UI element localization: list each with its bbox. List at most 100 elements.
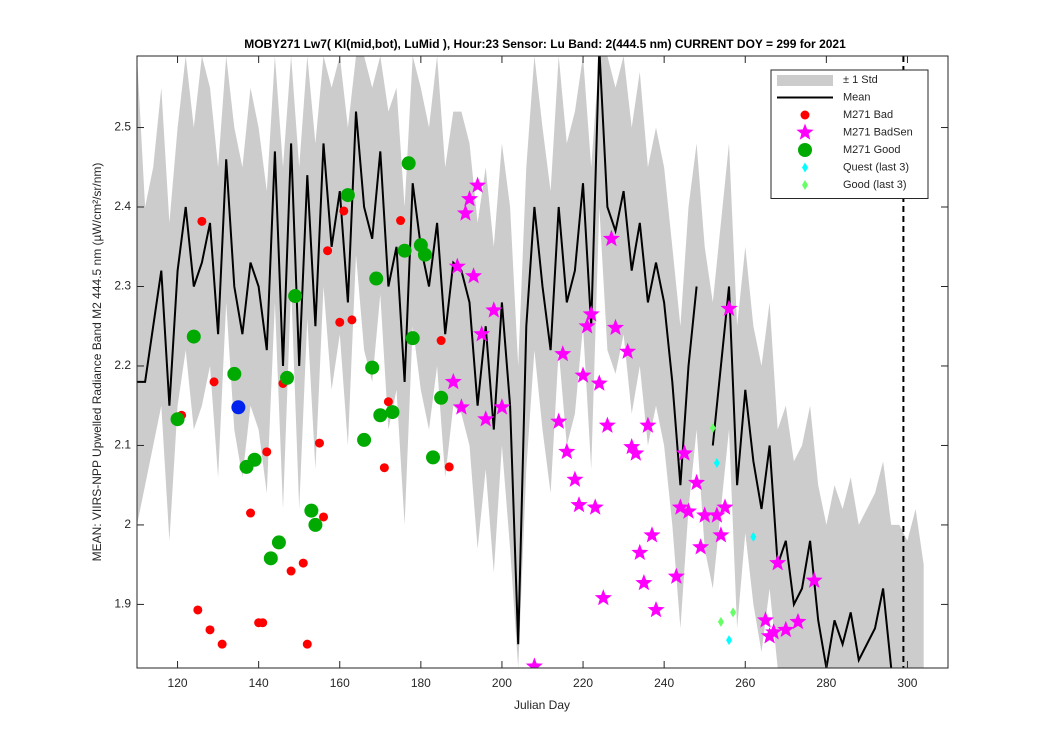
- x-tick-label: 280: [816, 676, 836, 690]
- point: [452, 398, 470, 415]
- point: [639, 416, 657, 433]
- point: [369, 271, 384, 286]
- point: [323, 246, 333, 256]
- point: [209, 377, 219, 387]
- point: [193, 605, 203, 615]
- point: [385, 405, 400, 420]
- point: [197, 216, 207, 226]
- point: [434, 390, 449, 405]
- x-tick-label: 120: [168, 676, 188, 690]
- point: [379, 463, 389, 473]
- point: [339, 206, 349, 216]
- x-tick-label: 180: [411, 676, 431, 690]
- point: [757, 611, 775, 628]
- point: [493, 398, 511, 415]
- point: [765, 623, 783, 640]
- point: [246, 508, 256, 518]
- point: [570, 496, 588, 513]
- point: [227, 366, 242, 381]
- point: [558, 442, 576, 460]
- x-tick-label: 260: [735, 676, 755, 690]
- y-tick-label: 2.2: [114, 358, 131, 372]
- point: [590, 374, 608, 391]
- point: [550, 412, 568, 429]
- point: [304, 503, 319, 518]
- point: [473, 325, 491, 342]
- point: [231, 400, 246, 415]
- point: [396, 216, 406, 226]
- point: [769, 554, 787, 571]
- point: [405, 331, 420, 346]
- legend-label: M271 Bad: [843, 109, 893, 121]
- point: [627, 444, 645, 461]
- x-tick-label: 160: [330, 676, 350, 690]
- point: [217, 639, 227, 649]
- point: [302, 639, 312, 649]
- legend-swatch: [777, 75, 833, 86]
- axes-layer: 120 140 160 180 200 220 240 260 280 300 1.9 2 2.1 2.2…: [114, 55, 949, 690]
- point: [679, 502, 697, 519]
- point: [357, 432, 372, 447]
- point: [623, 438, 641, 455]
- point: [444, 372, 462, 390]
- point: [675, 444, 693, 461]
- legend-label: M271 Good: [843, 144, 900, 156]
- legend-label: Good (last 3): [843, 179, 907, 191]
- point: [383, 397, 393, 407]
- point: [578, 317, 596, 334]
- point: [263, 551, 278, 566]
- plot-layer: [137, 56, 924, 668]
- point: [319, 512, 329, 522]
- point: [308, 517, 323, 532]
- point: [525, 657, 543, 668]
- point: [205, 625, 215, 635]
- y-tick-label: 2: [124, 517, 131, 531]
- mean-line: [711, 286, 893, 668]
- x-tick-label: 200: [492, 676, 512, 690]
- point: [692, 538, 710, 555]
- legend-swatch: [802, 162, 808, 173]
- chart-title: MOBY271 Lw7( Kl(mid,bot), LuMid ), Hour:…: [244, 37, 846, 51]
- x-tick-label: 220: [573, 676, 593, 690]
- point: [426, 450, 441, 465]
- point: [314, 438, 324, 448]
- point: [805, 571, 823, 588]
- x-axis-label: Julian Day: [514, 698, 570, 712]
- point: [444, 462, 454, 472]
- legend-box: [770, 69, 929, 199]
- point: [696, 506, 714, 523]
- mean-line: [137, 56, 698, 645]
- y-tick-label: 2.4: [114, 199, 131, 213]
- point: [373, 408, 388, 423]
- point: [713, 457, 720, 468]
- point: [477, 410, 495, 427]
- std-band: [137, 56, 924, 668]
- point: [709, 422, 716, 433]
- point: [397, 243, 412, 258]
- point: [286, 566, 296, 576]
- point: [417, 247, 432, 262]
- point: [716, 498, 734, 515]
- y-tick-label: 2.5: [114, 120, 131, 134]
- point: [688, 473, 706, 491]
- point: [720, 299, 738, 316]
- axes-box: [136, 55, 949, 669]
- point: [448, 257, 466, 274]
- point: [247, 452, 262, 467]
- point: [271, 535, 286, 550]
- point: [436, 336, 446, 346]
- legend-label: M271 BadSen: [843, 126, 913, 138]
- x-tick-label: 240: [654, 676, 674, 690]
- point: [750, 531, 757, 542]
- point: [465, 267, 483, 284]
- point: [186, 329, 201, 344]
- point: [708, 506, 726, 523]
- point: [461, 190, 479, 207]
- legend-swatch: [800, 110, 810, 120]
- point: [619, 342, 637, 359]
- point: [262, 447, 272, 457]
- point: [288, 289, 303, 304]
- point: [582, 305, 600, 322]
- point: [671, 498, 689, 515]
